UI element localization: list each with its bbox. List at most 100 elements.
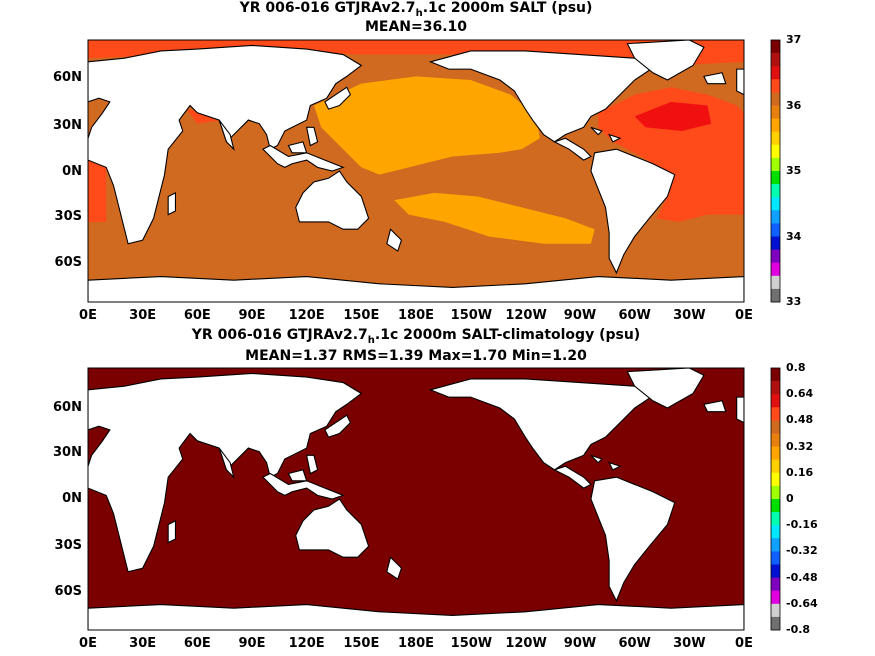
panel1-south-pacific-region bbox=[394, 192, 595, 244]
colorbar-swatch bbox=[771, 171, 780, 185]
colorbar-swatch bbox=[771, 131, 780, 146]
colorbar-swatch bbox=[771, 433, 780, 447]
panel1-atlantic-core bbox=[634, 101, 712, 131]
colorbar-swatch bbox=[771, 420, 780, 434]
panel1-colorbar-label: 34 bbox=[786, 229, 802, 243]
colorbar-swatch bbox=[771, 564, 780, 578]
panel1-north-pacific-region bbox=[313, 76, 540, 175]
panel2-lon-label: 60W bbox=[618, 636, 651, 651]
panel2-title: YR 006-016 GTJRAv2.7h.1c 2000m SALT-clim… bbox=[191, 327, 641, 346]
panel2-colorbar bbox=[770, 367, 781, 631]
colorbar-swatch bbox=[771, 407, 780, 421]
panel2-lon-label: 90W bbox=[563, 636, 597, 651]
panel2-stats: MEAN=1.37 RMS=1.39 Max=1.70 Min=1.20 bbox=[245, 348, 587, 364]
panel2-lon-label: 150W bbox=[450, 636, 493, 651]
panel1-colorbar-label: 35 bbox=[786, 164, 802, 177]
panel1-lon-label: 30E bbox=[129, 308, 157, 323]
colorbar-swatch bbox=[771, 92, 780, 106]
panel2-lat-label: 0N bbox=[62, 491, 82, 506]
panel1-colorbar-label: 33 bbox=[786, 295, 802, 308]
panel1-frame bbox=[87, 39, 745, 303]
colorbar-swatch bbox=[771, 577, 780, 591]
panel2-lon-label: 60E bbox=[183, 636, 211, 651]
panel1-lat-label: 60S bbox=[54, 255, 82, 270]
colorbar-swatch bbox=[771, 512, 780, 526]
colorbar-swatch bbox=[771, 288, 780, 303]
panel2-frame bbox=[87, 367, 745, 631]
colorbar-swatch bbox=[771, 459, 780, 474]
panel2-lon-label: 180E bbox=[397, 636, 435, 651]
panel1-stats: MEAN=36.10 bbox=[364, 19, 468, 35]
panel2-lat-label: 30N bbox=[53, 445, 82, 460]
panel2-colorbar-label: 0.48 bbox=[786, 413, 814, 427]
panel2-colorbar-label: 0.8 bbox=[786, 361, 806, 374]
colorbar-swatch bbox=[771, 144, 780, 159]
panel1-lat-label: 30S bbox=[54, 209, 82, 224]
colorbar-swatch bbox=[771, 394, 780, 408]
panel1-lon-label: 120W bbox=[505, 308, 547, 323]
panel1-lon-label: 90W bbox=[563, 308, 597, 323]
panel2-lat-label: 60N bbox=[53, 400, 82, 415]
panel1-lon-label: 0E bbox=[79, 308, 97, 323]
colorbar-swatch bbox=[771, 118, 780, 132]
colorbar-swatch bbox=[771, 53, 780, 67]
colorbar-swatch bbox=[771, 381, 780, 395]
colorbar-swatch bbox=[771, 275, 780, 290]
panel2-map bbox=[88, 368, 744, 630]
panel1-lon-label: 30W bbox=[673, 308, 706, 323]
colorbar-swatch bbox=[771, 210, 780, 224]
panel1-title: YR 006-016 GTJRAv2.7h.1c 2000m SALT (psu… bbox=[239, 0, 593, 19]
panel2-lon-label: 120W bbox=[505, 636, 547, 651]
colorbar-swatch bbox=[771, 603, 780, 618]
panel2-lon-label: 120E bbox=[288, 636, 325, 651]
panel2-lat-label: 60S bbox=[54, 584, 82, 599]
colorbar-swatch bbox=[771, 223, 780, 237]
panel1-lon-label: 150E bbox=[343, 308, 380, 323]
panel1-colorbar-label: 36 bbox=[786, 98, 802, 112]
panel2-colorbar-label: 0.16 bbox=[786, 465, 814, 479]
colorbar-swatch bbox=[771, 368, 780, 382]
panel2-colorbar-label: -0.8 bbox=[786, 623, 811, 636]
panel2-colorbar-label: 0.32 bbox=[786, 439, 814, 453]
panel2-colorbar-label: -0.32 bbox=[786, 544, 818, 558]
panel1-lon-label: 120E bbox=[288, 308, 325, 323]
panel2-lon-label: 30W bbox=[673, 636, 706, 651]
colorbar-swatch bbox=[771, 105, 780, 119]
panel2-lat-label: 30S bbox=[54, 538, 82, 553]
colorbar-swatch bbox=[771, 446, 780, 460]
colorbar-swatch bbox=[771, 472, 780, 487]
panel2-lon-label: 90E bbox=[238, 636, 266, 651]
colorbar-swatch bbox=[771, 184, 780, 198]
colorbar-swatch bbox=[771, 499, 780, 513]
panel2-colorbar-label: 0 bbox=[786, 492, 794, 505]
panel1-map bbox=[88, 40, 744, 302]
colorbar-swatch bbox=[771, 79, 780, 93]
panel1-lon-label: 0E bbox=[735, 308, 753, 323]
panel2-lon-label: 0E bbox=[735, 636, 753, 651]
panel2-colorbar-label: -0.64 bbox=[786, 596, 818, 610]
colorbar-swatch bbox=[771, 590, 780, 605]
colorbar-swatch bbox=[771, 40, 780, 54]
panel1-lat-label: 30N bbox=[53, 118, 82, 133]
panel1-lon-label: 60W bbox=[618, 308, 651, 323]
colorbar-swatch bbox=[771, 262, 780, 277]
panel1-lon-label: 150W bbox=[450, 308, 493, 323]
colorbar-swatch bbox=[771, 538, 780, 552]
panel2-colorbar-label: 0.64 bbox=[786, 387, 814, 401]
colorbar-swatch bbox=[771, 249, 780, 263]
colorbar-swatch bbox=[771, 157, 780, 172]
panel1-lat-label: 60N bbox=[53, 70, 82, 85]
colorbar-swatch bbox=[771, 525, 780, 539]
colorbar-swatch bbox=[771, 616, 780, 631]
panel1-colorbar-label: 37 bbox=[786, 33, 802, 46]
panel1-colorbar bbox=[770, 39, 781, 303]
panel1-lat-label: 0N bbox=[62, 164, 82, 179]
colorbar-swatch bbox=[771, 236, 780, 250]
colorbar-swatch bbox=[771, 197, 780, 211]
panel2-colorbar-label: -0.16 bbox=[786, 518, 818, 532]
panel2-lon-label: 0E bbox=[79, 636, 97, 651]
panel1-lon-label: 180E bbox=[397, 308, 435, 323]
panel2-colorbar-label: -0.48 bbox=[786, 570, 818, 584]
panel1-lon-label: 60E bbox=[183, 308, 211, 323]
